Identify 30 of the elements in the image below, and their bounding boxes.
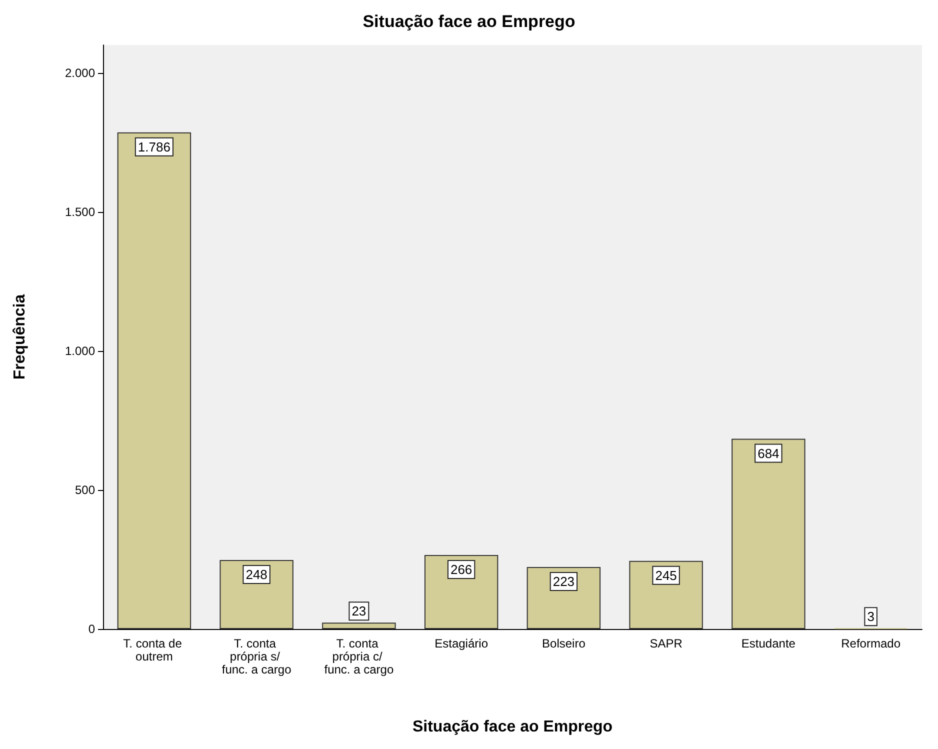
- data-label: 684: [758, 446, 780, 461]
- bar: [732, 438, 806, 629]
- chart-title: Situação face ao Emprego: [362, 12, 576, 31]
- data-label: 248: [246, 567, 268, 582]
- x-tick-label: Reformado: [841, 636, 901, 650]
- x-tick-label: T. conta própria s/ func. a cargo: [222, 636, 292, 676]
- y-tick-label: 1.000: [64, 344, 96, 358]
- y-tick-label: 1.500: [64, 204, 96, 219]
- y-axis-title: Frequência: [12, 294, 28, 380]
- bar: [322, 622, 396, 629]
- x-axis-title: Situação face ao Emprego: [412, 718, 613, 736]
- data-label: 3: [867, 609, 874, 624]
- x-tick-label: T. conta de outrem: [123, 636, 186, 664]
- y-tick-label: 2.000: [64, 66, 96, 80]
- data-label: 245: [655, 568, 677, 583]
- x-tick-label: SAPR: [650, 636, 683, 650]
- x-tick-label: Estagiário: [434, 636, 488, 650]
- x-tick-label: T. conta própria c/ func. a cargo: [324, 636, 394, 676]
- data-label: 266: [450, 562, 472, 578]
- x-tick-label: Bolseiro: [542, 636, 586, 650]
- data-label: 223: [552, 574, 575, 589]
- y-tick-label: 0: [88, 622, 96, 636]
- bar: [117, 132, 192, 629]
- data-label: 23: [352, 604, 366, 619]
- bar: [629, 560, 703, 629]
- y-tick-label: 500: [74, 482, 96, 497]
- x-tick-label: Estudante: [741, 636, 796, 650]
- bar: [220, 560, 294, 629]
- data-label: 1.786: [138, 139, 170, 154]
- bar: [424, 555, 498, 629]
